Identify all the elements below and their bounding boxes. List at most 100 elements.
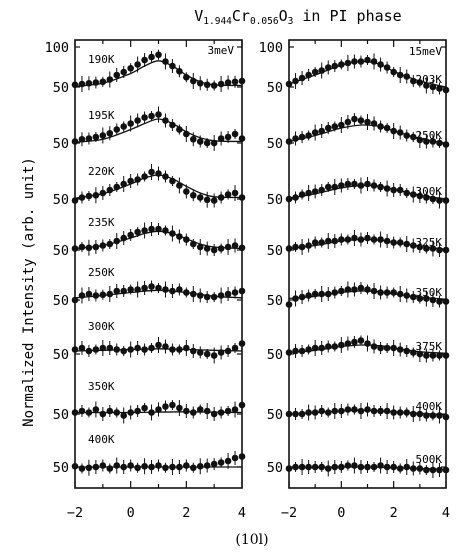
temperature-label: 400K — [88, 433, 115, 446]
data-point — [196, 194, 204, 201]
title-text: Cr — [232, 7, 250, 25]
data-point — [127, 346, 134, 353]
data-point — [338, 61, 345, 68]
data-point — [423, 245, 430, 252]
data-point — [92, 292, 100, 299]
data-point — [238, 401, 246, 409]
data-point — [127, 462, 134, 469]
data-point — [92, 79, 100, 86]
data-point — [442, 298, 450, 305]
data-point — [176, 126, 183, 133]
data-point — [429, 352, 437, 359]
data-point — [403, 189, 411, 197]
data-point — [141, 227, 148, 234]
data-point — [364, 463, 371, 471]
data-point — [338, 287, 345, 295]
data-point — [141, 462, 148, 470]
data-point — [238, 287, 246, 295]
data-point — [148, 53, 155, 61]
data-point — [318, 186, 326, 194]
data-point — [71, 245, 79, 252]
data-point — [189, 409, 197, 416]
data-point — [231, 454, 239, 462]
data-point — [344, 406, 352, 413]
data-point — [436, 466, 443, 474]
data-point — [127, 231, 134, 239]
data-point — [377, 462, 384, 469]
data-point — [134, 344, 141, 352]
data-point — [423, 82, 430, 89]
data-point — [370, 343, 378, 350]
data-point — [396, 409, 404, 416]
data-point — [196, 349, 204, 356]
data-point — [92, 463, 100, 471]
data-point — [155, 284, 162, 292]
data-point — [224, 243, 232, 251]
data-point — [338, 341, 345, 349]
data-point — [285, 245, 293, 252]
temperature-label: 220K — [88, 165, 115, 178]
data-point — [120, 463, 128, 471]
data-point — [127, 177, 134, 185]
data-point — [176, 286, 183, 293]
data-point — [113, 237, 121, 245]
data-point — [357, 236, 365, 243]
data-point — [318, 67, 326, 74]
data-point — [71, 81, 79, 89]
data-point — [344, 340, 352, 347]
data-point — [113, 409, 121, 416]
data-point — [403, 409, 411, 416]
data-point — [85, 192, 93, 200]
data-point — [162, 58, 169, 65]
data-point — [370, 463, 378, 471]
data-point — [351, 234, 358, 242]
data-point — [210, 82, 218, 89]
data-point — [298, 74, 306, 82]
y-tick-label: 50 — [53, 80, 69, 96]
title-text: in PI phase — [293, 7, 401, 25]
data-point — [169, 230, 176, 237]
data-point — [189, 290, 197, 298]
data-point — [285, 301, 293, 308]
data-point — [396, 239, 404, 246]
data-point — [423, 466, 430, 474]
y-tick-label: 50 — [53, 192, 69, 208]
y-tick-label: 50 — [53, 243, 69, 259]
data-point — [99, 78, 107, 86]
y-tick-label: 50 — [267, 80, 283, 96]
data-point — [338, 407, 345, 415]
data-point — [396, 129, 404, 136]
data-point — [364, 286, 371, 293]
data-point — [351, 58, 358, 65]
y-tick-label: 50 — [267, 407, 283, 423]
data-point — [429, 195, 437, 203]
data-point — [383, 64, 391, 71]
data-point — [189, 240, 197, 248]
data-point — [176, 404, 183, 412]
data-point — [78, 243, 86, 251]
data-point — [85, 290, 93, 298]
data-point — [357, 58, 365, 65]
data-point — [377, 183, 384, 191]
left-panel: 3meV −2 0 2 4 100 50 50 50 50 50 50 50 50 190K 195K 220K… — [45, 39, 246, 521]
data-point — [169, 62, 176, 70]
data-point — [148, 463, 155, 471]
data-point — [162, 403, 169, 410]
data-point — [217, 135, 225, 142]
data-point — [429, 466, 437, 474]
data-point — [409, 410, 417, 418]
data-point — [429, 83, 437, 91]
data-point — [409, 242, 417, 249]
temperature-label: 325K — [416, 236, 443, 249]
temperature-label: 203K — [416, 73, 443, 86]
y-tick-label: 50 — [267, 293, 283, 309]
data-point — [390, 68, 397, 76]
data-point — [344, 286, 352, 293]
temperature-label: 300K — [416, 185, 443, 198]
data-point — [311, 290, 319, 298]
y-tick-label: 100 — [45, 40, 69, 56]
data-point — [189, 77, 197, 85]
y-axis-label: Normalized Intensity (arb. unit) — [21, 157, 37, 427]
temperature-label: 235K — [88, 216, 115, 229]
data-point — [416, 136, 424, 144]
